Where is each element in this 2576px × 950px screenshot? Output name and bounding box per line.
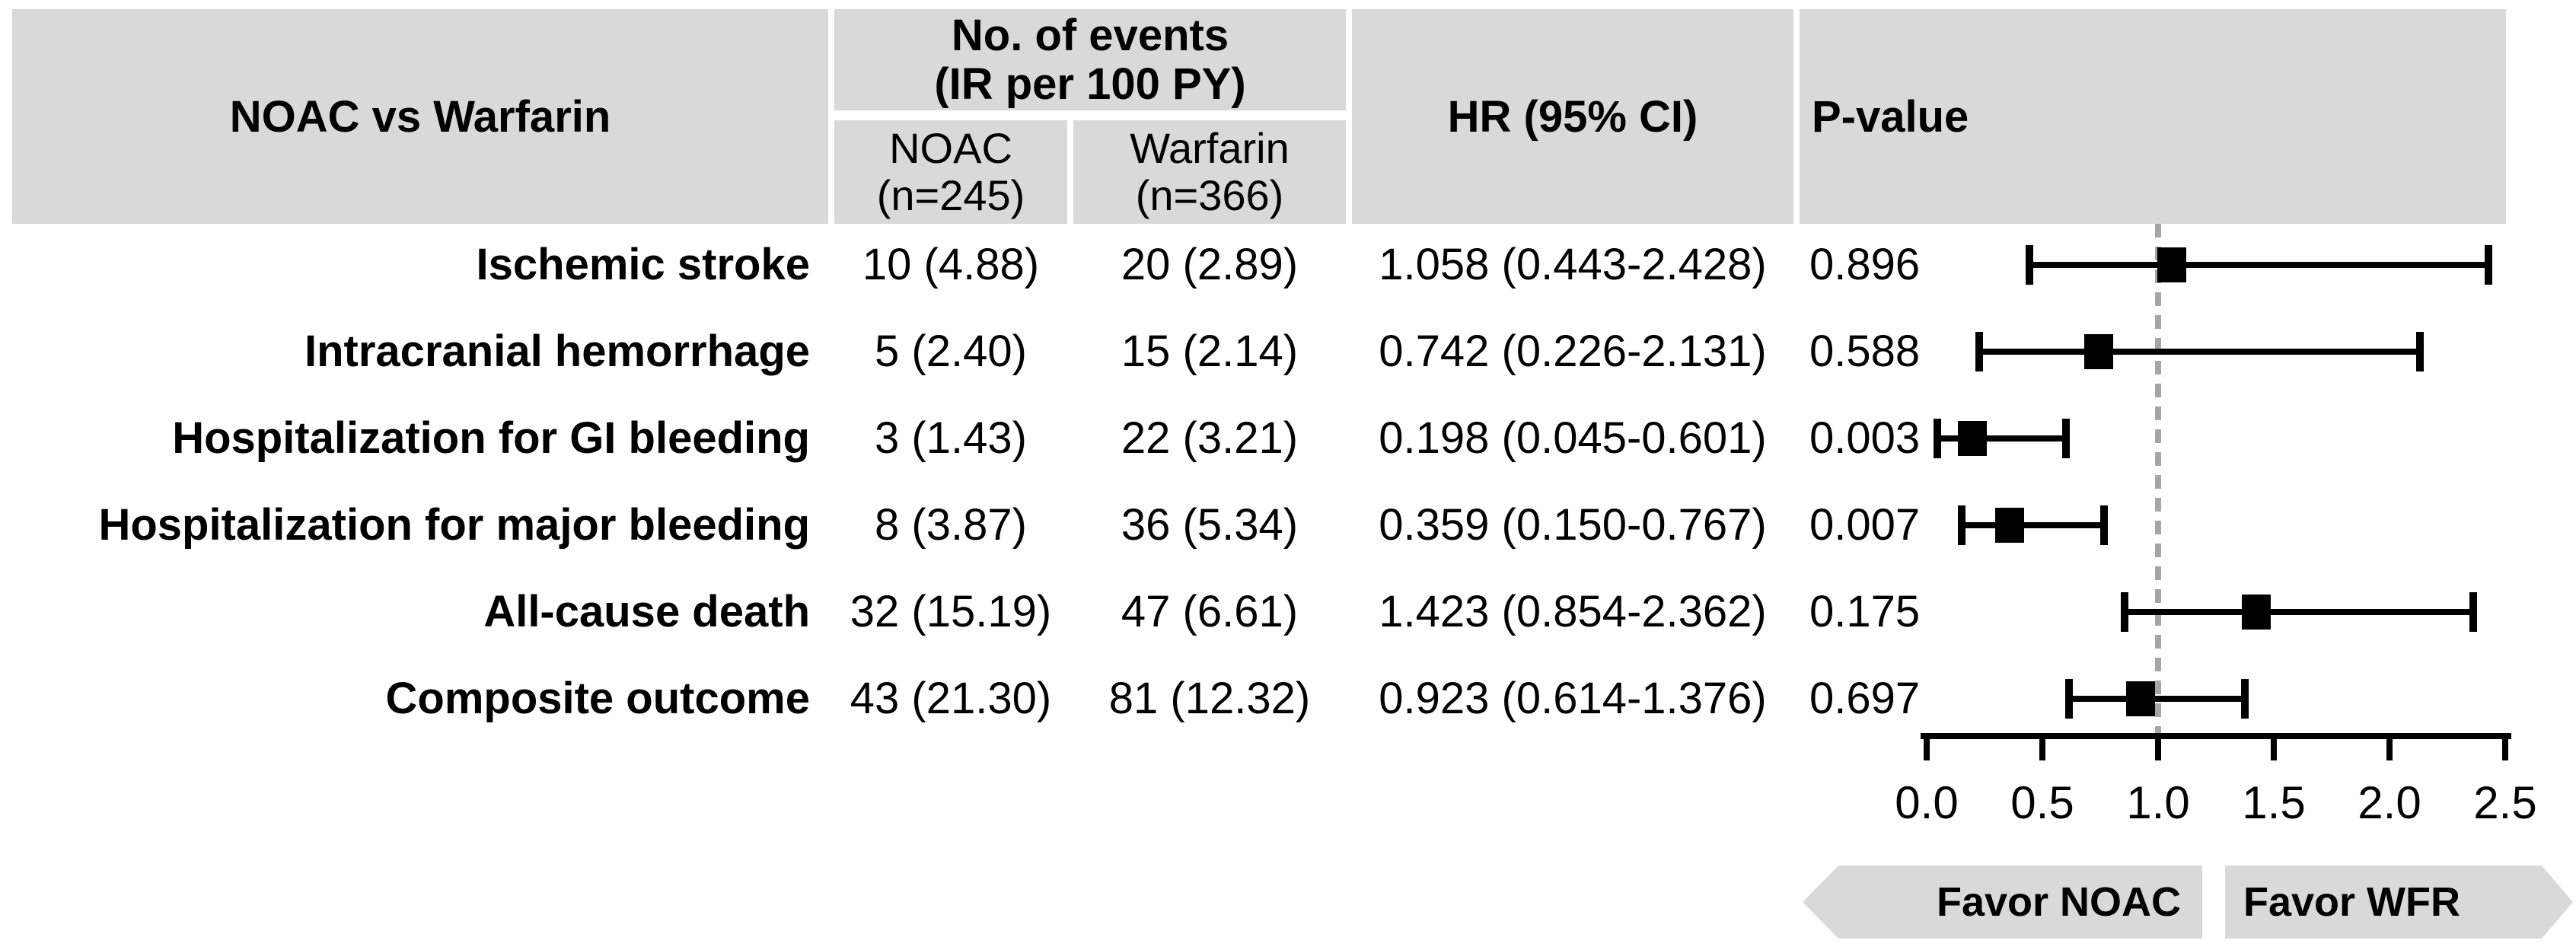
x-axis-tick bbox=[2271, 739, 2277, 760]
ci-cap-high bbox=[2469, 592, 2478, 632]
ci-cap-high bbox=[2100, 505, 2109, 545]
row-p-value: 0.007 bbox=[1809, 500, 1921, 550]
row-warfarin-events: 20 (2.89) bbox=[1121, 240, 1299, 289]
row-noac-events: 32 (15.19) bbox=[850, 587, 1052, 636]
header-hr-column: HR (95% CI) bbox=[1352, 9, 1793, 224]
header-pvalue-label: P-value bbox=[1812, 91, 1969, 142]
ci-cap-low bbox=[1975, 332, 1983, 371]
hr-point-marker bbox=[2157, 247, 2186, 282]
ci-line bbox=[2029, 262, 2489, 268]
row-hr-ci: 0.923 (0.614-1.376) bbox=[1379, 674, 1767, 723]
hr-point-marker bbox=[2083, 334, 2113, 369]
x-axis-tick-label: 0.0 bbox=[1895, 777, 1959, 828]
row-warfarin-events: 47 (6.61) bbox=[1121, 587, 1299, 636]
row-hr-ci: 1.058 (0.443-2.428) bbox=[1379, 240, 1767, 289]
header-warfarin-n: (n=366) bbox=[1135, 171, 1284, 219]
header-events-line1: No. of events bbox=[951, 10, 1229, 60]
x-axis-line bbox=[1921, 733, 2511, 739]
header-subcolumn-noac: NOAC (n=245) bbox=[834, 120, 1067, 224]
row-hr-ci: 0.742 (0.226-2.131) bbox=[1379, 327, 1767, 376]
ci-cap-low bbox=[1933, 419, 1941, 458]
row-noac-events: 3 (1.43) bbox=[875, 413, 1027, 463]
row-p-value: 0.896 bbox=[1809, 240, 1921, 289]
ci-cap-high bbox=[2241, 679, 2249, 719]
ci-cap-low bbox=[2025, 245, 2033, 285]
row-warfarin-events: 22 (3.21) bbox=[1121, 413, 1299, 463]
x-axis-tick-label: 0.5 bbox=[2010, 777, 2074, 828]
row-noac-events: 5 (2.40) bbox=[875, 327, 1027, 376]
favor-wfr-banner-right-arrow: Favor WFR bbox=[2225, 866, 2573, 939]
favor-noac-banner-left-arrow: Favor NOAC bbox=[1803, 866, 2202, 939]
row-outcome-label: Ischemic stroke bbox=[476, 240, 810, 289]
header-noac-label: NOAC bbox=[889, 124, 1012, 172]
x-axis-tick bbox=[2386, 739, 2393, 760]
row-p-value: 0.697 bbox=[1809, 674, 1921, 723]
x-axis-tick bbox=[2039, 739, 2045, 760]
row-noac-events: 8 (3.87) bbox=[875, 500, 1027, 550]
x-axis-tick-label: 2.0 bbox=[2358, 777, 2421, 828]
header-hr-label: HR (95% CI) bbox=[1447, 91, 1698, 142]
reference-line-hr-1 bbox=[2155, 224, 2161, 733]
header-noac-n: (n=245) bbox=[876, 171, 1025, 219]
header-outcome-label: NOAC vs Warfarin bbox=[229, 91, 611, 142]
row-warfarin-events: 15 (2.14) bbox=[1121, 327, 1299, 376]
x-axis-tick-label: 1.0 bbox=[2126, 777, 2190, 828]
ci-cap-low bbox=[1957, 505, 1965, 545]
header-subcolumn-warfarin: Warfarin (n=366) bbox=[1073, 120, 1346, 224]
ci-cap-low bbox=[2120, 592, 2128, 632]
header-warfarin-label: Warfarin bbox=[1130, 124, 1290, 172]
row-hr-ci: 1.423 (0.854-2.362) bbox=[1379, 587, 1767, 636]
row-p-value: 0.175 bbox=[1809, 587, 1921, 636]
ci-cap-high bbox=[2061, 419, 2070, 458]
header-pvalue-column: P-value bbox=[1800, 9, 2506, 224]
ci-cap-high bbox=[2415, 332, 2424, 371]
row-noac-events: 43 (21.30) bbox=[850, 674, 1052, 723]
row-hr-ci: 0.198 (0.045-0.601) bbox=[1379, 413, 1767, 463]
x-axis-tick-label: 2.5 bbox=[2473, 777, 2537, 828]
x-axis-tick bbox=[1924, 739, 1930, 760]
row-outcome-label: Intracranial hemorrhage bbox=[304, 327, 810, 376]
row-noac-events: 10 (4.88) bbox=[862, 240, 1040, 289]
row-warfarin-events: 36 (5.34) bbox=[1121, 500, 1299, 550]
ci-line bbox=[1937, 435, 2066, 442]
row-hr-ci: 0.359 (0.150-0.767) bbox=[1379, 500, 1767, 550]
ci-line bbox=[2068, 696, 2246, 702]
row-p-value: 0.588 bbox=[1809, 327, 1921, 376]
header-events-column: No. of events (IR per 100 PY) bbox=[834, 9, 1346, 110]
row-outcome-label: Hospitalization for major bleeding bbox=[98, 500, 810, 550]
x-axis-tick bbox=[2155, 739, 2161, 760]
row-outcome-label: All-cause death bbox=[483, 587, 810, 636]
row-p-value: 0.003 bbox=[1809, 413, 1921, 463]
x-axis-tick bbox=[2502, 739, 2508, 760]
row-outcome-label: Composite outcome bbox=[385, 674, 811, 723]
hr-point-marker bbox=[2125, 681, 2155, 716]
ci-line bbox=[1961, 522, 2105, 528]
header-outcome-column: NOAC vs Warfarin bbox=[12, 9, 828, 224]
favor-noac-label: Favor NOAC bbox=[1936, 879, 2181, 925]
ci-line bbox=[1978, 349, 2420, 355]
ci-cap-high bbox=[2485, 245, 2493, 285]
row-warfarin-events: 81 (12.32) bbox=[1108, 674, 1311, 723]
ci-line bbox=[2124, 609, 2474, 615]
x-axis-tick-label: 1.5 bbox=[2242, 777, 2306, 828]
hr-point-marker bbox=[2241, 595, 2271, 630]
header-events-line2: (IR per 100 PY) bbox=[934, 59, 1246, 109]
ci-cap-low bbox=[2064, 679, 2073, 719]
hr-point-marker bbox=[1958, 421, 1988, 456]
row-outcome-label: Hospitalization for GI bleeding bbox=[172, 413, 810, 463]
hr-point-marker bbox=[1995, 508, 2025, 543]
favor-wfr-label: Favor WFR bbox=[2243, 879, 2461, 925]
